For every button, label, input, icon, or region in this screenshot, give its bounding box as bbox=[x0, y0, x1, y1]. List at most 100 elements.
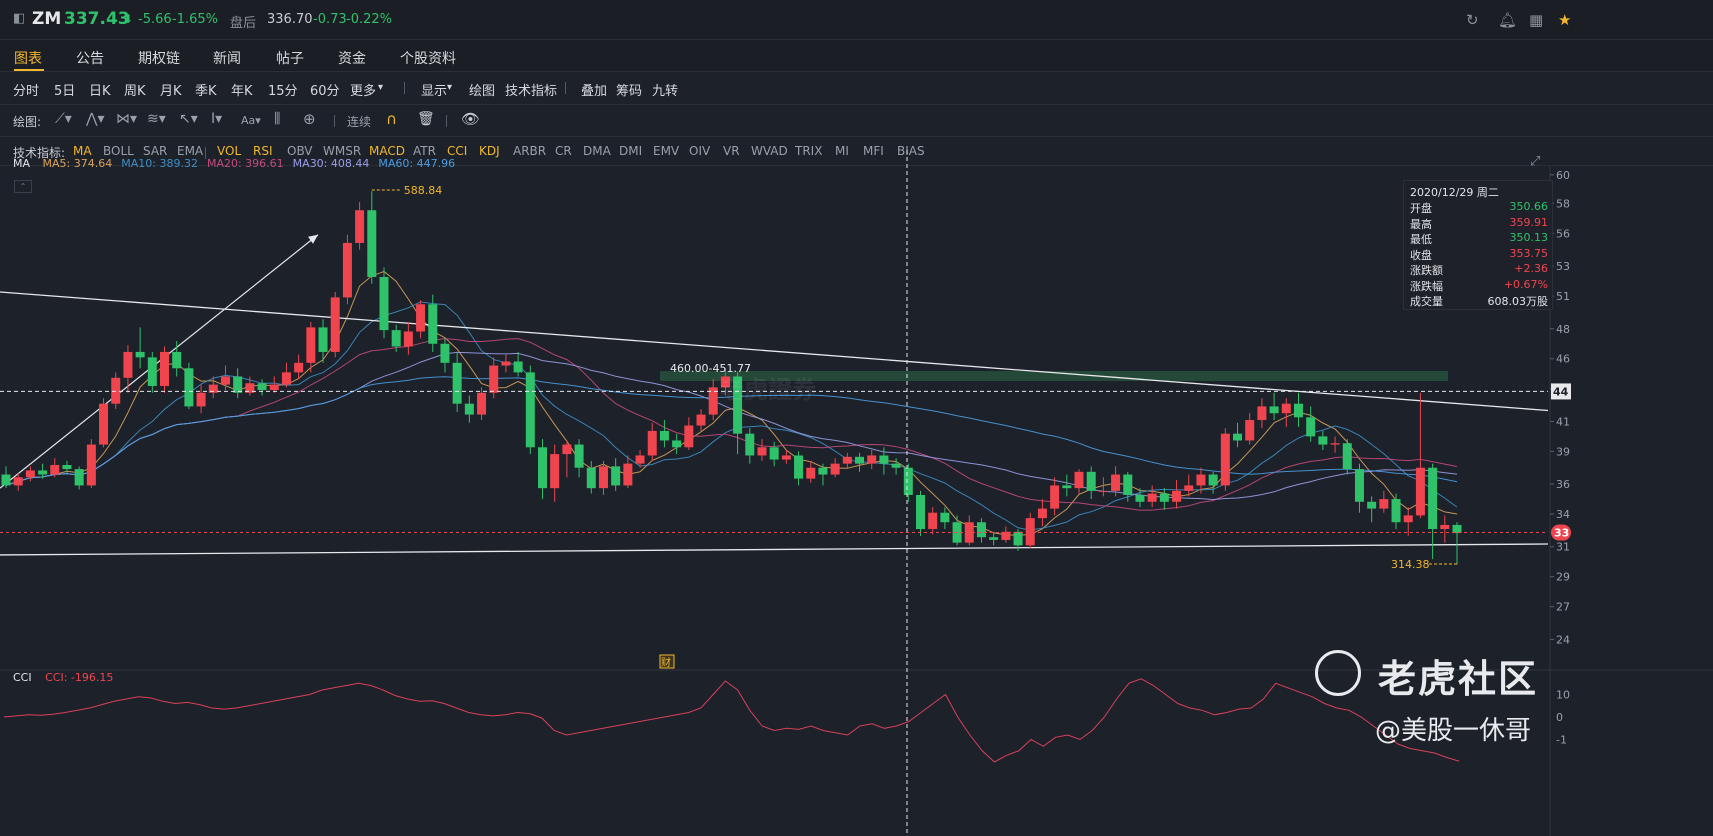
trash-icon[interactable]: 🗑︎ bbox=[417, 111, 435, 127]
period-yearly[interactable]: 年K bbox=[231, 84, 253, 99]
expand-icon[interactable]: ⤢ bbox=[1530, 154, 1541, 169]
text-tool-icon[interactable]: Ⅰ▾ bbox=[211, 111, 223, 127]
candle-body bbox=[672, 440, 682, 448]
tooltip-row: 涨跌额 +2.36 bbox=[1410, 262, 1548, 277]
magnet-icon[interactable]: ∩ bbox=[386, 110, 397, 128]
indicator-emv[interactable]: EMV bbox=[653, 144, 680, 158]
indicator-rsi[interactable]: RSI bbox=[253, 144, 273, 158]
continuous-draw-toggle[interactable]: 连续 bbox=[347, 115, 372, 129]
tab-chart[interactable]: 图表 bbox=[14, 51, 42, 67]
draw-toggle[interactable]: 绘图 bbox=[469, 84, 496, 99]
line-tool-icon[interactable]: ⟋▾ bbox=[55, 111, 72, 127]
after-hours-change: -0.73 bbox=[313, 12, 347, 27]
candle-body bbox=[416, 304, 426, 332]
indicator-label: 技术指标: bbox=[13, 146, 66, 160]
chips-button[interactable]: 筹码 bbox=[616, 84, 643, 99]
refresh-icon[interactable]: ↻ bbox=[1466, 11, 1479, 29]
candle-body bbox=[367, 210, 377, 277]
candle-body bbox=[684, 425, 694, 448]
channel-tool-icon[interactable]: ⋀▾ bbox=[86, 111, 105, 127]
indicator-arbr[interactable]: ARBR bbox=[513, 144, 547, 158]
star-icon[interactable]: ★ bbox=[1558, 11, 1572, 29]
measure-tool-icon[interactable]: ⫼ bbox=[274, 111, 281, 127]
candle-body bbox=[562, 444, 572, 455]
overlay-button[interactable]: 叠加 bbox=[581, 84, 608, 99]
tooltip-row: 最高 359.91 bbox=[1410, 216, 1548, 231]
earnings-marker: 财 bbox=[661, 656, 671, 669]
indicator-ema[interactable]: EMA bbox=[177, 144, 204, 158]
period-quarterly[interactable]: 季K bbox=[195, 84, 217, 99]
font-tool-icon[interactable]: Aa▾ bbox=[241, 114, 261, 127]
candle-body bbox=[1208, 474, 1218, 486]
zoom-icon[interactable]: ⊕ bbox=[303, 110, 316, 128]
tab-news[interactable]: 新闻 bbox=[213, 51, 241, 67]
ma-legend-item: MA20: 396.61 bbox=[206, 157, 284, 170]
y-tick-label: 56 bbox=[1556, 227, 1570, 240]
indicator-boll[interactable]: BOLL bbox=[103, 144, 134, 158]
nine-turn-button[interactable]: 九转 bbox=[652, 84, 679, 99]
cci-value: CCI: -196.15 bbox=[45, 671, 114, 684]
tab-options-chain[interactable]: 期权链 bbox=[138, 51, 180, 67]
period-monthly[interactable]: 月K bbox=[160, 84, 182, 99]
indicator-sar[interactable]: SAR bbox=[143, 144, 168, 158]
indicator-trix[interactable]: TRIX bbox=[795, 144, 823, 158]
period-weekly[interactable]: 周K bbox=[124, 84, 146, 99]
indicator-mfi[interactable]: MFI bbox=[863, 144, 884, 158]
period-daily[interactable]: 日K bbox=[89, 84, 111, 99]
arrow-tool-icon[interactable]: ↖▾ bbox=[179, 111, 198, 127]
candle-body bbox=[1452, 524, 1462, 534]
indicator-dma[interactable]: DMA bbox=[583, 144, 611, 158]
indicator-wvad[interactable]: WVAD bbox=[751, 144, 788, 158]
indicator-ma[interactable]: MA bbox=[73, 144, 92, 158]
candle-body bbox=[635, 455, 645, 464]
candle-body bbox=[233, 376, 243, 393]
indicator-atr[interactable]: ATR bbox=[413, 144, 436, 158]
after-hours-change-pct: -0.22% bbox=[346, 12, 392, 27]
tooltip-key: 开盘 bbox=[1410, 202, 1432, 215]
candle-body bbox=[842, 456, 852, 464]
display-menu[interactable]: 显示 bbox=[421, 84, 448, 99]
period-intraday[interactable]: 分时 bbox=[13, 84, 40, 99]
candle-body bbox=[184, 368, 194, 407]
grid-icon[interactable]: ▦ bbox=[1529, 11, 1544, 29]
indicator-dmi[interactable]: DMI bbox=[619, 144, 643, 158]
candle-body bbox=[1159, 493, 1169, 502]
tab-funds[interactable]: 资金 bbox=[338, 51, 366, 67]
wave-tool-icon[interactable]: ⋈▾ bbox=[116, 111, 138, 127]
stock-symbol: ZM bbox=[32, 9, 62, 29]
indicator-vol[interactable]: VOL bbox=[217, 144, 242, 158]
indicator-macd[interactable]: MACD bbox=[369, 144, 405, 158]
ma-legend: MA MA5: 374.64 MA10: 389.32 MA20: 396.61 MA… bbox=[13, 157, 455, 170]
last-price-tag bbox=[1551, 524, 1571, 541]
period-15min[interactable]: 15分 bbox=[268, 84, 298, 99]
candle-body bbox=[891, 463, 901, 468]
bell-icon[interactable]: 🔔︎ bbox=[1498, 11, 1518, 29]
indicator-bias[interactable]: BIAS bbox=[897, 144, 925, 158]
candle-body bbox=[86, 444, 96, 486]
sidebar-toggle-icon[interactable]: ◧ bbox=[13, 11, 26, 26]
indicator-obv[interactable]: OBV bbox=[287, 144, 313, 158]
tooltip-value: +0.67% bbox=[1503, 277, 1548, 291]
eye-icon[interactable]: 👁︎ bbox=[461, 110, 481, 128]
candle-body bbox=[903, 467, 913, 495]
period-more[interactable]: 更多 bbox=[350, 84, 377, 99]
candle-body bbox=[1074, 471, 1084, 489]
tab-announcements[interactable]: 公告 bbox=[76, 51, 104, 67]
collapse-icon[interactable]: ⌃ bbox=[14, 180, 32, 193]
y-tick-label: 51 bbox=[1556, 290, 1570, 303]
indicator-oiv[interactable]: OIV bbox=[689, 144, 711, 158]
tab-profile[interactable]: 个股资料 bbox=[400, 51, 456, 67]
indicator-mi[interactable]: MI bbox=[835, 144, 849, 158]
indicator-wmsr[interactable]: WMSR bbox=[323, 144, 362, 158]
candle-body bbox=[1098, 490, 1108, 492]
tab-posts[interactable]: 帖子 bbox=[276, 51, 304, 67]
indicator-cci[interactable]: CCI bbox=[447, 144, 468, 158]
period-5day[interactable]: 5日 bbox=[54, 84, 76, 99]
fib-tool-icon[interactable]: ≋▾ bbox=[147, 111, 166, 127]
period-60min[interactable]: 60分 bbox=[310, 84, 340, 99]
indicator-cr[interactable]: CR bbox=[555, 144, 572, 158]
indicator-kdj[interactable]: KDJ bbox=[479, 144, 500, 158]
indicator-vr[interactable]: VR bbox=[723, 144, 740, 158]
indicators-toggle[interactable]: 技术指标 bbox=[505, 84, 558, 99]
